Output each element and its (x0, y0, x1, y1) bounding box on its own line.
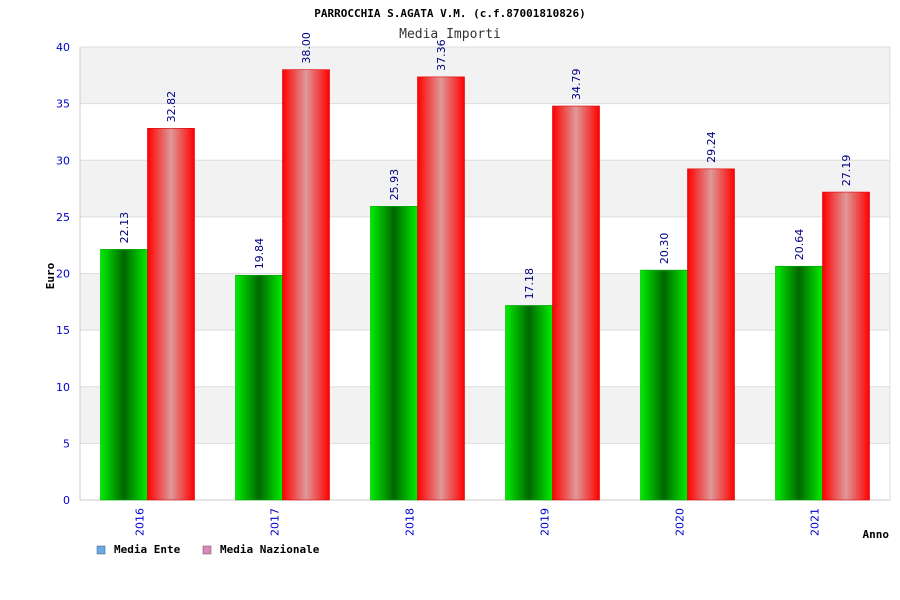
bar-media-ente (235, 275, 283, 501)
data-label: 19.84 (253, 238, 266, 270)
bar-media-nazionale (417, 76, 465, 501)
bar-media-nazionale (687, 168, 735, 501)
x-tick-label: 2018 (404, 508, 417, 536)
legend: Media Ente Media Nazionale (96, 543, 320, 556)
bar-media-ente (370, 206, 418, 501)
y-tick-label: 35 (56, 98, 70, 111)
data-label: 38.00 (300, 32, 313, 64)
bar-media-nazionale (552, 105, 600, 501)
y-tick-label: 0 (63, 494, 70, 507)
chart-subtitle: Media Importi (399, 27, 501, 42)
bar-media-nazionale (147, 128, 195, 501)
bar-media-ente (100, 249, 148, 501)
x-tick-label: 2021 (809, 508, 822, 536)
legend-label-media-ente: Media Ente (114, 543, 181, 556)
y-axis-ticks: 0 5 10 15 20 25 30 35 40 (56, 41, 70, 507)
data-label: 22.13 (118, 212, 131, 244)
y-tick-label: 20 (56, 268, 70, 281)
bar-media-nazionale (282, 69, 330, 501)
data-label: 37.36 (435, 39, 448, 71)
y-tick-label: 40 (56, 41, 70, 54)
y-tick-label: 10 (56, 381, 70, 394)
bar-media-ente (775, 265, 823, 501)
data-label: 20.30 (658, 233, 671, 265)
legend-swatch-media-ente (96, 545, 106, 555)
x-axis-label: Anno (863, 528, 890, 541)
y-tick-label: 30 (56, 154, 70, 167)
legend-label-media-nazionale: Media Nazionale (220, 543, 320, 556)
y-tick-label: 15 (56, 324, 70, 337)
bar-media-ente (505, 305, 553, 501)
data-label: 29.24 (705, 131, 718, 163)
x-tick-label: 2019 (539, 508, 552, 536)
y-tick-label: 5 (63, 437, 70, 450)
grid-lines (79, 46, 891, 501)
data-label: 32.82 (165, 91, 178, 123)
data-label: 20.64 (793, 229, 806, 261)
grid-band (80, 160, 890, 217)
grid-band (80, 47, 890, 104)
bars (100, 69, 870, 501)
y-tick-label: 25 (56, 211, 70, 224)
bar-media-nazionale (822, 191, 870, 501)
data-label: 17.18 (523, 268, 536, 300)
chart-title: PARROCCHIA S.AGATA V.M. (c.f.87001810826… (314, 7, 586, 20)
x-tick-label: 2020 (674, 508, 687, 536)
y-axis-label: Euro (44, 262, 57, 289)
grid-band (80, 386, 890, 444)
data-label: 25.93 (388, 169, 401, 201)
bar-media-ente (640, 269, 688, 501)
data-labels: 22.13 32.82 19.84 38.00 25.93 37.36 17.18 34.79… (118, 32, 853, 299)
data-label: 34.79 (570, 69, 583, 101)
x-tick-label: 2016 (134, 508, 147, 536)
data-label: 27.19 (840, 155, 853, 187)
legend-swatch-media-nazionale (202, 545, 212, 555)
x-axis-ticks: 2016 2017 2018 2019 2020 2021 (134, 508, 822, 536)
x-tick-label: 2017 (269, 508, 282, 536)
grid-band (80, 273, 890, 331)
